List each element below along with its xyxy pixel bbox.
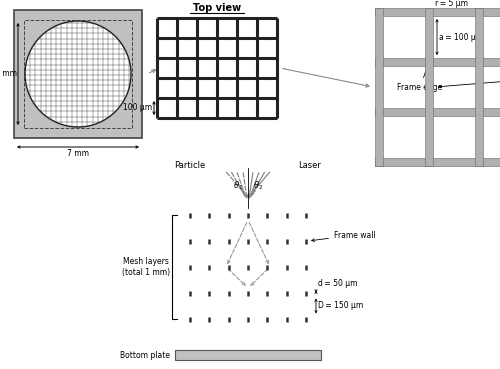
Text: Particle: Particle [174, 161, 206, 169]
Bar [375, 8, 500, 166]
Bar [425, 8, 433, 166]
Text: Laser: Laser [298, 161, 322, 169]
Text: Bottom plate: Bottom plate [120, 351, 170, 359]
Text: $\theta_2$: $\theta_2$ [253, 180, 264, 192]
Text: D = 150 μm: D = 150 μm [318, 301, 363, 310]
Text: 7 mm: 7 mm [67, 149, 89, 158]
Text: d = 50 μm: d = 50 μm [318, 279, 358, 289]
Text: Top view: Top view [193, 3, 241, 13]
Bar [24, 20, 132, 128]
Bar [375, 8, 500, 16]
Circle shape [25, 21, 131, 127]
Bar [375, 8, 383, 166]
Text: 5 mm: 5 mm [0, 69, 17, 79]
Bar [175, 350, 321, 360]
Bar [475, 8, 483, 166]
Bar [375, 158, 500, 166]
Text: Frame edge: Frame edge [398, 65, 442, 92]
Bar [14, 10, 142, 138]
Text: r = 5 μm: r = 5 μm [435, 0, 468, 8]
Text: Frame wall: Frame wall [312, 231, 376, 242]
Text: Mesh layers
(total 1 mm): Mesh layers (total 1 mm) [122, 257, 170, 277]
Bar [375, 58, 500, 66]
Text: Frame wall: Frame wall [438, 72, 500, 88]
Text: $\theta_1$: $\theta_1$ [233, 180, 243, 192]
Text: a = 100 μm: a = 100 μm [439, 32, 483, 41]
Text: 100 μm: 100 μm [123, 103, 152, 113]
Bar [375, 108, 500, 116]
